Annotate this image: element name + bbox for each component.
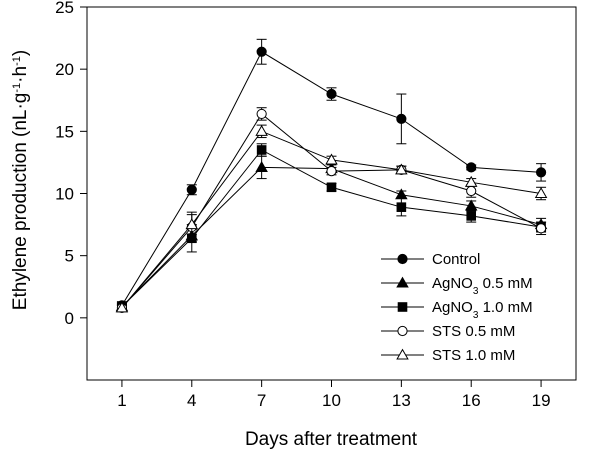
legend-label-subscript: 3 (473, 310, 479, 321)
y-axis-title-exp-1: -1 (11, 83, 23, 93)
data-point-sts-0-5-mm-10 (326, 166, 337, 177)
y-tick-label-15: 15 (55, 122, 74, 141)
legend-marker-sts-1-0-mm (396, 348, 409, 360)
legend-entry-sts-0-5-mm: STS 0.5 mM (381, 323, 515, 340)
plot-area (115, 38, 548, 313)
y-tick-label-10: 10 (55, 185, 74, 204)
data-point-control-4 (186, 184, 197, 195)
y-axis-title-unit-h: h (10, 66, 31, 77)
data-point-sts-0-5-mm-16 (466, 185, 477, 197)
x-tick-label-19: 19 (532, 391, 551, 410)
y-axis-title: Ethylene production (nL·g-1·h-1) (10, 50, 31, 310)
legend-label-rest: 0.5 mM (478, 275, 532, 292)
y-tick-label-0: 0 (65, 309, 74, 328)
legend-entry-control: Control (381, 251, 480, 268)
x-tick-label-4: 4 (187, 391, 196, 410)
data-point-control-16 (466, 162, 477, 173)
data-point-sts-0-5-mm-7 (256, 108, 267, 120)
data-point-agno3-1-0-mm-13 (396, 202, 407, 212)
x-tick-label-16: 16 (462, 391, 481, 410)
legend-label-subscript: 3 (473, 286, 479, 297)
y-axis-title-base: Ethylene production (nL (10, 110, 31, 311)
data-point-agno3-1-0-mm-10 (326, 182, 337, 193)
data-point-control-10 (326, 88, 337, 100)
data-point-control-19 (535, 167, 547, 178)
data-point-agno3-1-0-mm-7 (256, 145, 267, 155)
legend-marker-agno3-0-5-mm (396, 276, 409, 288)
y-axis-title-unit-g: g (10, 93, 31, 104)
data-point-control-13 (396, 113, 407, 125)
y-axis-title-dot-2: · (10, 76, 31, 82)
legend-label-main: AgNO (432, 299, 473, 316)
legend-marker-agno3-1-0-mm (397, 302, 408, 312)
data-point-sts-1-0-mm-1 (115, 301, 129, 313)
legend-label-main: AgNO (432, 275, 473, 292)
data-point-sts-1-0-mm-7 (255, 124, 268, 136)
data-point-agno3-0-5-mm-7 (255, 160, 268, 172)
legend-label-agno3-1-0-mm: AgNO3 1.0 mM (432, 299, 533, 321)
y-tick-label-20: 20 (55, 60, 74, 79)
legend-marker-sts-0-5-mm (397, 325, 408, 337)
legend-marker-control (397, 253, 408, 265)
y-tick-label-25: 25 (55, 0, 74, 17)
legend-entry-agno3-1-0-mm: AgNO3 1.0 mM (381, 299, 533, 321)
data-point-control-7 (256, 46, 267, 57)
axes: 0 5 10 15 20 25 1 4 7 10 13 16 19 (55, 0, 577, 410)
y-tick-label-5: 5 (65, 247, 74, 266)
x-tick-label-7: 7 (257, 391, 266, 410)
data-point-agno3-1-0-mm-16 (466, 211, 477, 221)
data-point-sts-1-0-mm-13 (395, 163, 408, 175)
legend-label-rest: 1.0 mM (478, 299, 532, 316)
legend-entry-agno3-0-5-mm: AgNO3 0.5 mM (381, 275, 533, 297)
legend-entry-sts-1-0-mm: STS 1.0 mM (381, 347, 515, 364)
data-point-sts-0-5-mm-19 (535, 223, 547, 234)
x-axis-title: Days after treatment (245, 429, 418, 450)
x-tick-label-1: 1 (117, 391, 126, 410)
legend-label-agno3-0-5-mm: AgNO3 0.5 mM (432, 275, 533, 297)
data-point-sts-1-0-mm-16 (464, 175, 478, 187)
legend-label-sts-1-0-mm: STS 1.0 mM (432, 347, 515, 364)
legend-label-control: Control (432, 251, 480, 268)
y-axis-title-exp-2: -1 (11, 56, 23, 66)
legend-label-sts-0-5-mm: STS 0.5 mM (432, 323, 515, 340)
data-point-sts-1-0-mm-19 (534, 187, 548, 199)
series-sts-1-0-mm (115, 124, 548, 313)
data-point-sts-1-0-mm-4 (185, 218, 199, 230)
y-axis-title-close: ) (10, 50, 31, 56)
x-tick-label-10: 10 (322, 391, 341, 410)
x-tick-label-13: 13 (392, 391, 411, 410)
y-axis-title-dot-1: · (10, 103, 31, 109)
data-point-sts-1-0-mm-10 (325, 153, 338, 165)
